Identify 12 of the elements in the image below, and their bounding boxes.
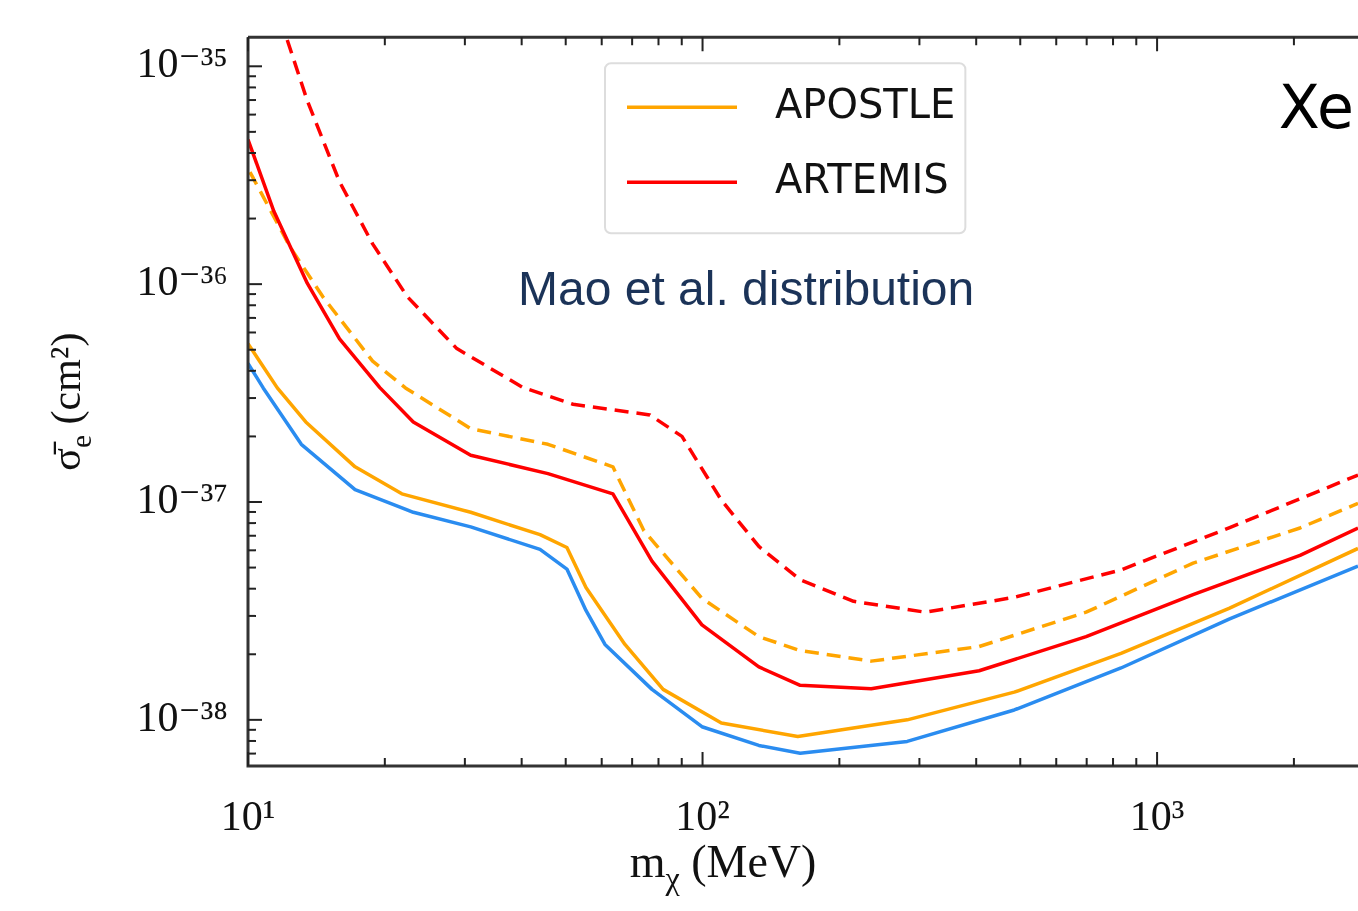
x-tick-label: 10¹ (220, 793, 276, 840)
x-tick-label: 10² (675, 793, 730, 840)
annotation: Mao et al. distribution (518, 262, 975, 315)
y-tick-label: 10⁻³⁸ (136, 693, 228, 740)
y-tick-label: 10⁻³⁷ (136, 476, 228, 523)
x-tick-label: 10³ (1129, 793, 1185, 840)
legend-label: ARTEMIS (775, 155, 949, 202)
annotation: Xe (1278, 72, 1354, 142)
legend-label: APOSTLE (775, 80, 956, 127)
y-tick-label: 10⁻³⁵ (136, 40, 228, 87)
y-tick-label: 10⁻³⁶ (136, 258, 228, 305)
y-axis-title: σ̄e (cm²) (43, 332, 97, 471)
